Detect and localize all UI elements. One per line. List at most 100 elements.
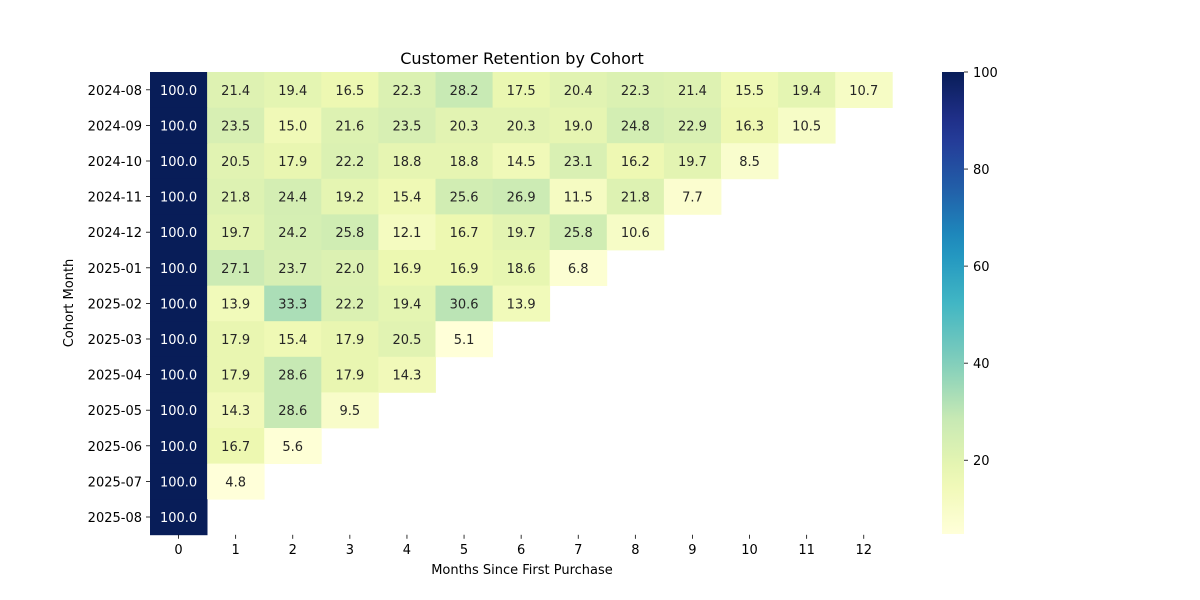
cell-value-label: 100.0 xyxy=(160,84,197,99)
heatmap-cell xyxy=(435,143,493,180)
cell-value-label: 21.4 xyxy=(678,84,707,99)
heatmap-cell xyxy=(435,285,493,322)
heatmap-cell xyxy=(435,250,493,286)
heatmap-cell xyxy=(378,214,436,251)
cell-value-label: 28.6 xyxy=(278,404,307,419)
heatmap-cell xyxy=(378,285,436,322)
colorbar-tick-label: 100 xyxy=(973,66,998,81)
heatmap-cell xyxy=(150,321,208,358)
heatmap-cell xyxy=(663,72,722,108)
cell-value-label: 17.9 xyxy=(278,155,307,170)
heatmap-cell xyxy=(606,72,665,108)
y-tick-label: 2024-11 xyxy=(88,191,142,206)
heatmap-cell xyxy=(264,178,322,215)
heatmap-cell xyxy=(549,178,608,215)
cell-value-label: 8.5 xyxy=(739,155,760,170)
cell-value-label: 5.6 xyxy=(282,440,303,455)
heatmap-cell xyxy=(378,72,436,108)
cell-value-label: 27.1 xyxy=(221,262,250,277)
cell-value-label: 18.8 xyxy=(450,155,479,170)
cell-value-label: 24.4 xyxy=(278,191,307,206)
cell-value-label: 24.2 xyxy=(278,226,307,241)
heatmap-cell xyxy=(435,107,493,144)
cell-value-label: 100.0 xyxy=(160,475,197,490)
cell-value-label: 16.7 xyxy=(450,226,479,241)
cell-value-label: 22.2 xyxy=(335,155,364,170)
x-axis-label: Months Since First Purchase xyxy=(431,563,613,578)
cell-value-label: 20.5 xyxy=(392,333,421,348)
heatmap-cell xyxy=(435,72,493,108)
cell-value-label: 17.9 xyxy=(335,333,364,348)
heatmap-cell xyxy=(207,428,265,464)
heatmap-cell xyxy=(207,178,265,215)
cell-value-label: 19.7 xyxy=(507,226,536,241)
cell-value-label: 18.8 xyxy=(392,155,421,170)
heatmap-cell xyxy=(321,143,379,180)
cell-value-label: 100.0 xyxy=(160,511,197,526)
cell-value-label: 7.7 xyxy=(682,191,703,206)
x-tick-label: 10 xyxy=(741,543,758,558)
heatmap-cell xyxy=(492,214,551,251)
heatmap-cell xyxy=(435,214,493,251)
heatmap-cell xyxy=(150,499,208,536)
x-tick-label: 11 xyxy=(798,543,815,558)
heatmap-cell xyxy=(492,178,551,215)
y-axis-ticks: 2024-08 2024-09 2024-10 2024-11 2024-12 2025-… xyxy=(88,84,150,526)
cell-value-label: 19.4 xyxy=(792,84,821,99)
x-tick-label: 3 xyxy=(346,543,354,558)
cell-value-label: 10.5 xyxy=(792,119,821,134)
heatmap-cell xyxy=(321,250,379,286)
cell-value-label: 16.9 xyxy=(392,262,421,277)
heatmap-cell xyxy=(207,143,265,180)
heatmap-cell xyxy=(264,250,322,286)
heatmap-cell xyxy=(492,107,551,144)
heatmap-cell xyxy=(207,214,265,251)
heatmap-cell xyxy=(321,356,379,393)
cell-value-label: 10.6 xyxy=(621,226,650,241)
heatmap-cell xyxy=(663,143,722,180)
heatmap-cell xyxy=(606,143,665,180)
colorbar-tick-label: 60 xyxy=(973,260,990,275)
cell-value-label: 17.5 xyxy=(507,84,536,99)
cell-value-label: 13.9 xyxy=(507,297,536,312)
cell-value-label: 12.1 xyxy=(392,226,421,241)
heatmap-cell xyxy=(207,356,265,393)
heatmap-cell xyxy=(721,72,779,108)
heatmap-cell xyxy=(150,178,208,215)
cell-value-label: 21.8 xyxy=(221,191,250,206)
cell-value-label: 15.4 xyxy=(392,191,421,206)
cell-value-label: 16.3 xyxy=(735,119,764,134)
cell-value-label: 20.4 xyxy=(564,84,593,99)
heatmap-cell xyxy=(150,392,208,429)
y-tick-label: 2024-12 xyxy=(88,226,142,241)
heatmap-cell xyxy=(150,72,208,108)
heatmap-cell xyxy=(321,72,379,108)
cell-value-label: 22.9 xyxy=(678,119,707,134)
heatmap-cells: 100.0 21.4 19.4 16.5 22.3 28.2 17.5 20.4 22.3 21.… xyxy=(150,72,893,536)
cell-value-label: 16.2 xyxy=(621,155,650,170)
y-axis-label: Cohort Month xyxy=(62,259,77,348)
heatmap-cell xyxy=(321,285,379,322)
cell-value-label: 28.2 xyxy=(450,84,479,99)
cell-value-label: 22.0 xyxy=(335,262,364,277)
y-tick-label: 2025-08 xyxy=(88,511,142,526)
heatmap-cell xyxy=(264,107,322,144)
heatmap-cell xyxy=(606,178,665,215)
cell-value-label: 22.3 xyxy=(621,84,650,99)
colorbar: 20 40 60 80 100 xyxy=(942,66,998,534)
heatmap-cell xyxy=(150,428,208,464)
cell-value-label: 4.8 xyxy=(225,475,246,490)
heatmap-cell xyxy=(378,178,436,215)
cell-value-label: 23.7 xyxy=(278,262,307,277)
cell-value-label: 17.9 xyxy=(335,369,364,384)
heatmap-cell xyxy=(207,107,265,144)
cell-value-label: 25.8 xyxy=(335,226,364,241)
heatmap-cell xyxy=(378,107,436,144)
heatmap-cell xyxy=(321,321,379,358)
cell-value-label: 24.8 xyxy=(621,119,650,134)
cell-value-label: 19.7 xyxy=(221,226,250,241)
cell-value-label: 20.3 xyxy=(450,119,479,134)
y-tick-label: 2025-02 xyxy=(88,297,142,312)
cell-value-label: 6.8 xyxy=(568,262,589,277)
cell-value-label: 100.0 xyxy=(160,155,197,170)
